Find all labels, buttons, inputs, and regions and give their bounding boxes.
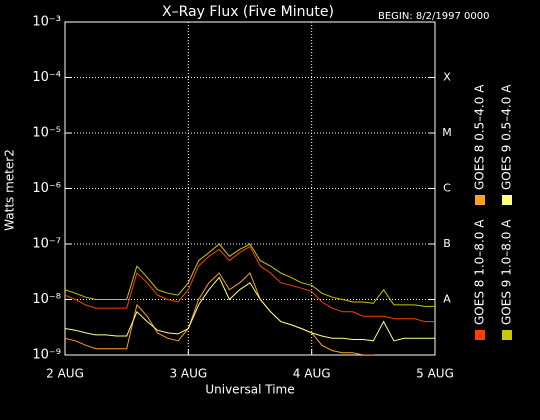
y-tick-label: 10⁻⁷ [32,237,61,252]
legend-label: GOES 8 0.5–4.0 A [473,84,487,190]
series-line [65,243,435,307]
y-tick-label: 10⁻⁴ [32,70,61,85]
x-tick-label: 4 AUG [293,367,331,381]
plot-frame [64,21,436,356]
x-axis-label: Universal Time [205,383,294,397]
y-tick-label: 10⁻⁶ [32,181,61,196]
x-tick-label: 5 AUG [416,367,454,381]
class-label: M [442,126,452,139]
legend-swatch [502,195,512,205]
class-label: C [443,182,451,195]
legend-label: GOES 9 1.0–8.0 A [500,219,514,325]
y-tick-label: 10⁻⁵ [32,126,61,141]
plot-area [65,243,435,355]
legend-swatch [475,195,485,205]
y-tick-label: 10⁻⁸ [32,292,61,307]
legend-swatch [502,330,512,340]
class-label: A [443,293,451,306]
class-label: X [443,71,451,84]
x-tick-label: 2 AUG [46,367,84,381]
y-axis-label: Watts meter2 [3,149,17,231]
class-label: B [443,237,451,250]
x-tick-label: 3 AUG [169,367,207,381]
y-tick-label: 10⁻³ [32,15,61,30]
series-line [65,245,435,323]
chart-title: X–Ray Flux (Five Minute) [162,4,334,20]
legend-swatch [475,330,485,340]
series-line [65,272,376,355]
y-tick-label: 10⁻⁹ [32,348,61,363]
series-line [65,276,435,342]
annotation: BEGIN: 8/2/1997 0000 [378,11,489,22]
legend-label: GOES 9 0.5–4.0 A [500,84,514,190]
legend-label: GOES 8 1.0–8.0 A [473,219,487,325]
